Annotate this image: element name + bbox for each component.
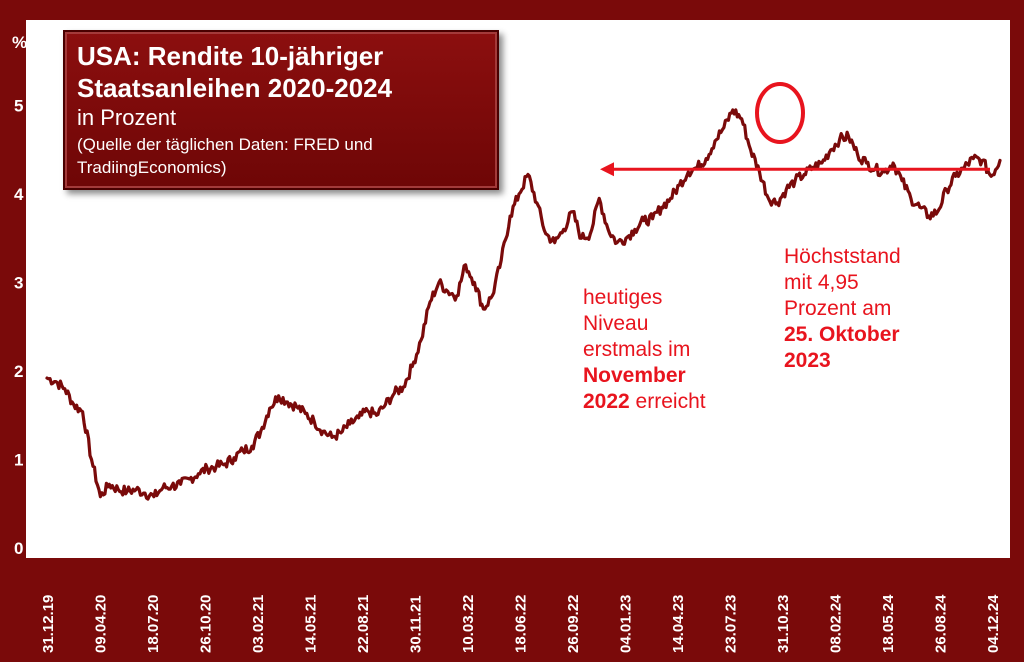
y-tick-label: 5 [14,97,23,116]
x-tick-label: 26.09.22 [565,595,582,653]
title-line-2: Staatsanleihen 2020-2024 [77,73,393,103]
x-tick-label: 09.04.20 [93,595,110,653]
y-tick-label: 4 [14,185,24,204]
y-axis-unit-label: % [12,33,27,52]
annotation-left-bold-1: November [583,364,686,387]
x-tick-label: 04.01.23 [618,595,635,653]
annotation-right-bold-1: 25. Oktober [784,323,900,346]
reference-level-arrowhead [600,162,614,177]
annotation-left-bold-2: 2022 [583,390,630,413]
x-tick-label: 18.06.22 [513,595,530,653]
annotation-peak: Höchststand mit 4,95 Prozent am 25. Okto… [784,244,901,374]
x-tick-label: 22.08.21 [355,595,372,653]
annotation-right-line-2: mit 4,95 [784,271,859,294]
x-tick-label: 23.07.23 [723,595,740,653]
x-tick-label: 30.11.21 [408,595,425,653]
annotation-right-line-3: Prozent am [784,297,892,320]
annotation-right-line-1: Höchststand [784,245,901,268]
annotation-left-tail: erreicht [629,390,706,413]
y-tick-label: 3 [14,274,23,293]
x-tick-label: 04.12.24 [985,594,1002,653]
annotation-current-level: heutiges Niveau erstmals im November 202… [583,285,706,415]
subtitle: in Prozent [77,105,177,130]
annotation-left-line-3: erstmals im [583,338,691,361]
y-tick-label: 2 [14,362,23,381]
x-tick-label: 26.08.24 [933,594,950,653]
x-tick-label: 18.07.20 [145,595,162,653]
annotation-right-bold-2: 2023 [784,349,831,372]
x-tick-label: 31.10.23 [775,595,792,653]
x-tick-label: 18.05.24 [880,594,897,653]
x-tick-label: 26.10.20 [198,595,215,653]
title-line-1: USA: Rendite 10-jähriger [77,41,384,71]
y-tick-label: 0 [14,539,23,558]
source-line-2: TradiingEconomics) [77,158,227,177]
x-tick-label: 10.03.22 [460,595,477,653]
yield-line [45,108,1002,501]
annotation-left-line-2: Niveau [583,312,649,335]
y-tick-label: 1 [14,451,23,470]
x-tick-label: 08.02.24 [828,594,845,653]
x-tick-label: 14.04.23 [670,595,687,653]
title-box: USA: Rendite 10-jähriger Staatsanleihen … [63,30,499,190]
x-tick-label: 03.02.21 [250,595,267,653]
x-tick-label: 14.05.21 [303,595,320,653]
annotation-left-line-1: heutiges [583,286,663,309]
source-line-1: (Quelle der täglichen Daten: FRED und [77,135,373,154]
x-tick-label: 31.12.19 [40,595,57,653]
peak-highlight-circle [755,82,805,144]
